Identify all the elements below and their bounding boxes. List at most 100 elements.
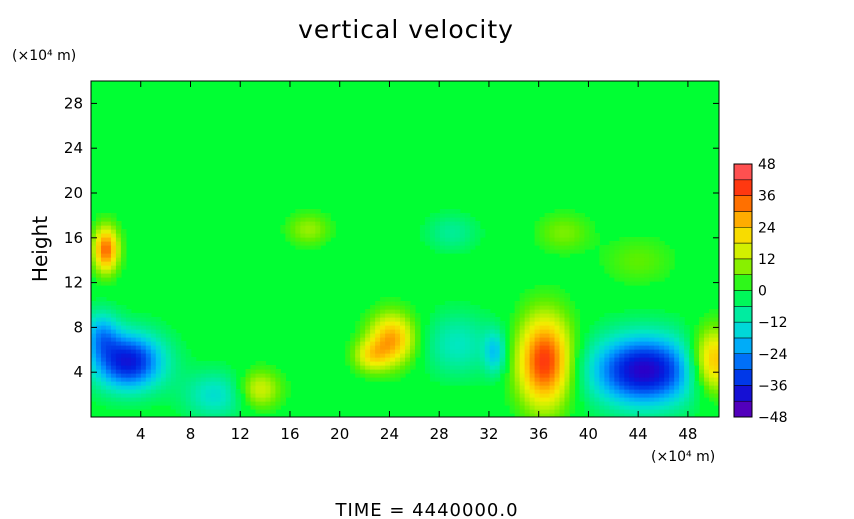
field-cell (479, 349, 486, 354)
field-cell (709, 381, 715, 386)
field-cell (634, 237, 640, 242)
field-cell (100, 257, 107, 262)
field-cell (569, 229, 576, 234)
field-cell (100, 369, 107, 374)
field-cell (549, 289, 556, 294)
field-cell (285, 233, 291, 238)
field-cell (704, 341, 710, 346)
field-cell (594, 341, 600, 346)
field-cell (245, 381, 252, 386)
field-cell (464, 321, 471, 326)
field-cell (609, 345, 615, 350)
field-cell (514, 357, 521, 362)
field-cell (629, 405, 635, 410)
field-cell (584, 349, 591, 354)
field-cell (100, 237, 107, 242)
field-cell (449, 221, 456, 226)
field-cell (280, 401, 286, 406)
field-cell (604, 337, 610, 342)
field-cell (614, 377, 620, 382)
field-cell (115, 333, 122, 338)
field-cell (479, 373, 486, 378)
field-cell (135, 361, 142, 366)
field-cell (464, 353, 471, 358)
field-cell (544, 357, 551, 362)
field-cell (395, 361, 401, 366)
field-cell (714, 353, 719, 358)
field-cell (419, 225, 426, 230)
field-cell (390, 309, 396, 314)
field-cell (91, 273, 97, 278)
field-cell (444, 301, 451, 306)
field-cell (539, 241, 546, 246)
field-cell (105, 229, 112, 234)
field-cell (409, 365, 416, 370)
colorbar-segment (733, 242, 753, 260)
field-cell (619, 317, 625, 322)
field-cell (544, 245, 551, 250)
field-cell (110, 313, 117, 318)
field-cell (509, 381, 516, 386)
field-cell (589, 337, 595, 342)
field-cell (474, 233, 481, 238)
field-cell (385, 325, 391, 330)
field-cell (689, 405, 695, 410)
field-cell (474, 341, 481, 346)
field-cell (569, 225, 576, 230)
field-cell (499, 329, 506, 334)
field-cell (659, 341, 665, 346)
x-tick-label: 48 (678, 425, 697, 443)
field-cell (125, 361, 132, 366)
field-cell (579, 221, 586, 226)
field-cell (699, 329, 705, 334)
field-cell (95, 225, 102, 230)
field-cell (110, 365, 117, 370)
field-cell (290, 233, 296, 238)
field-cell (709, 377, 715, 382)
field-cell (544, 365, 551, 370)
field-cell (694, 353, 700, 358)
field-cell (459, 313, 466, 318)
field-cell (559, 405, 566, 410)
field-cell (644, 333, 650, 338)
field-cell (145, 329, 152, 334)
field-cell (120, 373, 127, 378)
field-cell (679, 381, 685, 386)
field-cell (569, 345, 576, 350)
field-cell (91, 397, 97, 402)
field-cell (100, 333, 107, 338)
field-cell (464, 241, 471, 246)
field-cell (434, 361, 441, 366)
field-cell (524, 345, 531, 350)
field-cell (539, 345, 546, 350)
x-tick-label: 32 (479, 425, 498, 443)
field-cell (454, 313, 461, 318)
field-cell (564, 381, 571, 386)
field-cell (579, 381, 586, 386)
field-cell (649, 353, 655, 358)
field-cell (554, 365, 561, 370)
field-cell (584, 369, 591, 374)
field-cell (534, 341, 541, 346)
field-cell (185, 389, 192, 394)
field-cell (454, 345, 461, 350)
field-cell (459, 341, 466, 346)
field-cell (100, 389, 107, 394)
field-cell (270, 389, 277, 394)
field-cell (160, 341, 167, 346)
field-cell (439, 377, 446, 382)
field-cell (439, 221, 446, 226)
field-cell (474, 305, 481, 310)
field-cell (654, 333, 660, 338)
field-cell (105, 309, 112, 314)
field-cell (619, 257, 625, 262)
field-cell (534, 413, 541, 417)
field-cell (91, 341, 97, 346)
field-cell (509, 313, 516, 318)
field-cell (230, 373, 237, 378)
field-cell (614, 389, 620, 394)
field-cell (549, 245, 556, 250)
field-cell (100, 229, 107, 234)
field-cell (529, 413, 536, 417)
field-cell (674, 357, 680, 362)
